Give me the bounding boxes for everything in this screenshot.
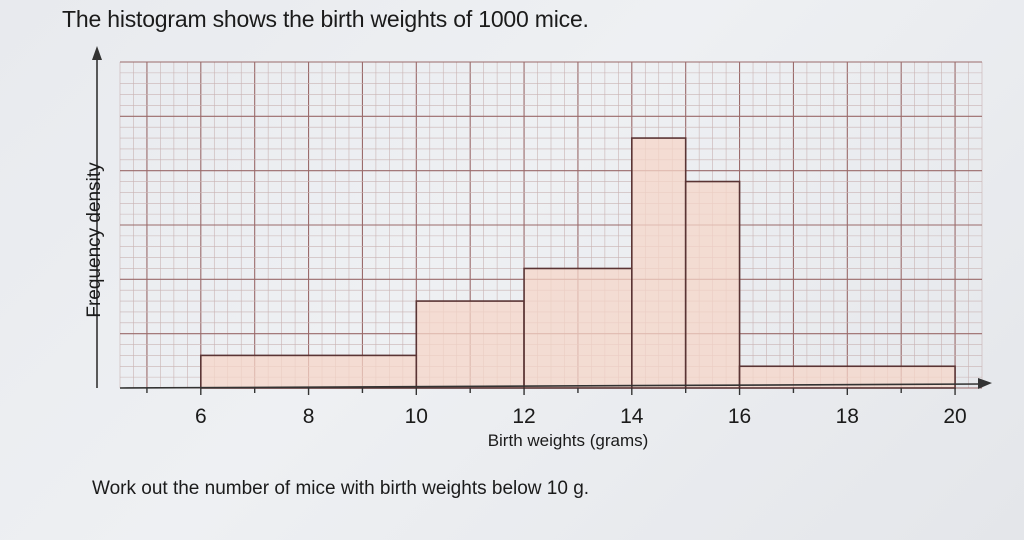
histogram-bar-12-14 [523, 267, 633, 389]
x-tick-label: 14 [620, 405, 644, 428]
x-axis-line [119, 383, 983, 389]
histogram-bar-10-12 [415, 300, 525, 389]
question-prompt: Work out the number of mice with birth w… [92, 478, 590, 499]
x-axis-arrow-icon [978, 378, 992, 389]
chart-axes [92, 46, 992, 389]
x-axis-label: Birth weights (grams) [488, 431, 649, 450]
histogram-bar-15-16 [684, 180, 741, 389]
histogram-bar-6-10 [200, 354, 418, 389]
y-axis-arrow-icon [92, 46, 102, 60]
x-tick-label: 16 [728, 405, 751, 428]
x-ticks: 6 8 10 12 14 16 18 20 [146, 388, 967, 428]
histogram-bar-14-15 [631, 137, 687, 389]
x-tick-label: 20 [943, 405, 966, 428]
y-axis-label: Frequency density [84, 162, 105, 318]
x-tick-label: 10 [405, 405, 428, 428]
x-tick-label: 8 [303, 405, 315, 428]
x-tick-label: 12 [512, 405, 535, 428]
x-tick-label: 6 [195, 405, 207, 428]
x-tick-label: 18 [836, 405, 859, 428]
question-title: The histogram shows the birth weights of… [62, 6, 589, 32]
